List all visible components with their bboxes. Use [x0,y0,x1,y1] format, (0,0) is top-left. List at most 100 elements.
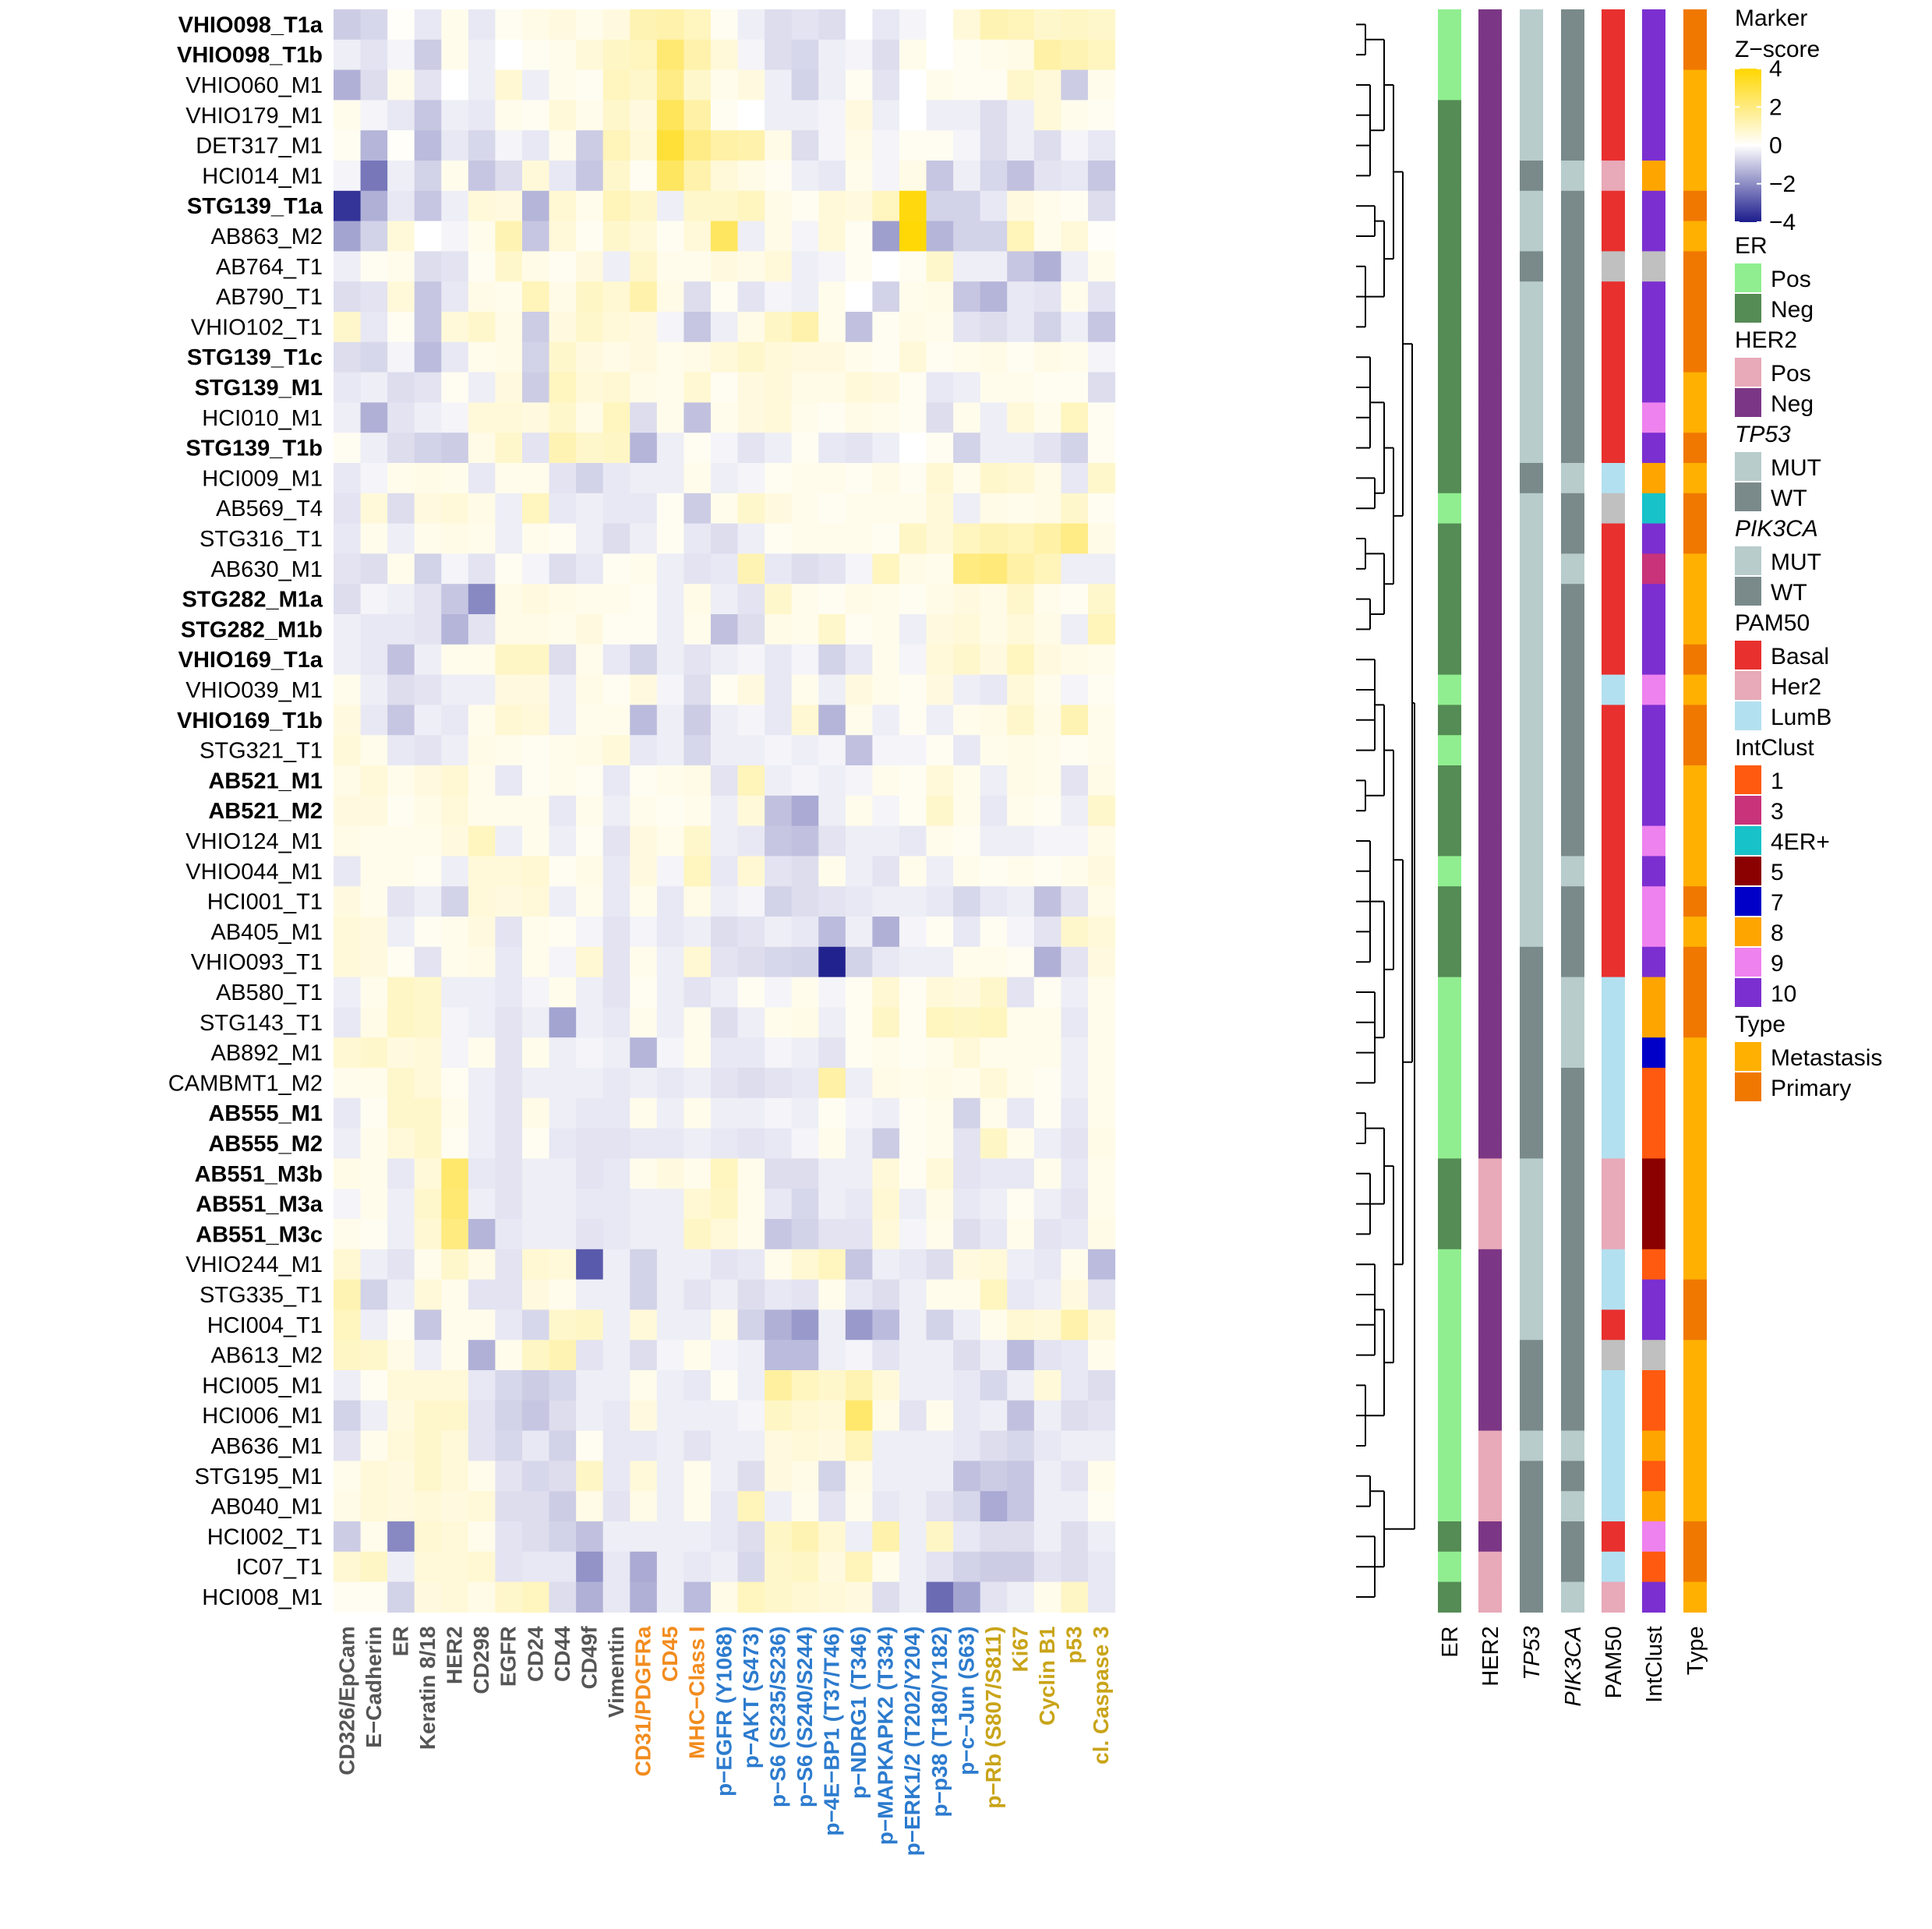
heatmap-cell [845,674,873,705]
colorbar-title: Z−score [1735,37,1820,62]
heatmap-cell [980,1430,1008,1461]
heatmap-cell [549,553,577,585]
annotation-cell-er [1438,614,1461,645]
heatmap-cell [602,644,630,676]
heatmap-cell [899,341,927,373]
annotation-cell-her2 [1478,39,1502,71]
heatmap-cell [1033,69,1061,101]
heatmap-cell [1033,1249,1061,1281]
annotation-cell-pik3ca [1561,1461,1584,1492]
heatmap-cell [602,1491,630,1522]
heatmap-cell [765,1249,793,1281]
heatmap-cell [926,341,954,373]
heatmap-cell [602,69,630,101]
annotation-cell-pam50 [1602,493,1625,525]
heatmap-cell [710,190,739,222]
heatmap-cell [1061,312,1089,343]
legend-swatch [1735,796,1761,825]
heatmap-cell [468,69,496,101]
heatmap-cell [899,735,927,766]
heatmap-cell [926,463,954,494]
heatmap-cell [737,705,765,736]
heatmap-cell [656,1400,685,1432]
annotation-cell-tp53 [1520,69,1543,101]
heatmap-cell [818,977,846,1008]
heatmap-cell [872,795,900,827]
heatmap-cell [576,946,604,978]
annotation-cell-pam50 [1602,917,1625,948]
heatmap-cell [387,946,415,978]
heatmap-cell [926,312,954,343]
heatmap-cell [980,433,1008,464]
row-label: VHIO169_T1a [178,648,323,673]
heatmap-cell [495,39,523,71]
heatmap-cell [576,917,604,948]
heatmap-cell [926,977,954,1008]
heatmap-cells [334,9,1116,1613]
heatmap-cell [360,1158,388,1189]
heatmap-cell [387,1340,415,1371]
heatmap-cell [791,614,819,645]
heatmap-cell [737,1491,765,1522]
heatmap-cell [468,825,496,857]
heatmap-cell [576,977,604,1008]
heatmap-cell [602,705,630,736]
annotation-cell-pam50 [1602,553,1625,585]
heatmap-cell [576,69,604,101]
heatmap-cell [899,825,927,857]
heatmap-cell [1007,433,1035,464]
heatmap-cell [899,1037,927,1069]
annotation-cell-type [1683,493,1707,525]
heatmap-cell [360,251,388,282]
annotation-cell-pik3ca [1561,1309,1584,1341]
annotation-cell-her2 [1478,312,1502,343]
heatmap-cell [791,372,819,403]
heatmap-cell [737,312,765,343]
column-label: p−S6 (S235/S236) [765,1626,789,1807]
annotation-cell-her2 [1478,402,1502,433]
heatmap-cell [1007,1279,1035,1310]
heatmap-cell [387,1461,415,1492]
heatmap-cell [576,1097,604,1129]
heatmap-cell [387,584,415,615]
heatmap-cell [737,1370,765,1401]
heatmap-cell [899,1370,927,1401]
heatmap-cell [576,1249,604,1281]
heatmap-cell [602,1309,630,1341]
heatmap-cell [576,1219,604,1250]
heatmap-cell [953,856,981,887]
heatmap-cell [737,190,765,222]
heatmap-cell [441,1007,469,1038]
heatmap-cell [602,674,630,705]
heatmap-cell [1087,856,1116,887]
heatmap-cell [872,856,900,887]
row-label: HCI009_M1 [202,466,323,491]
heatmap-cell [845,1370,873,1401]
annotation-cell-er [1438,1581,1461,1613]
heatmap-cell [387,1581,415,1613]
heatmap-cell [765,886,793,917]
heatmap-cell [980,190,1008,222]
heatmap-cell [899,1068,927,1099]
heatmap-cell [576,463,604,494]
heatmap-cell [1061,1309,1089,1341]
heatmap-cell [468,221,496,252]
heatmap-cell [1087,674,1116,705]
annotation-cell-pam50 [1602,795,1625,827]
heatmap-cell [360,39,388,71]
heatmap-cell [926,39,954,71]
heatmap-cell [549,463,577,494]
annotation-cell-her2 [1478,1491,1502,1522]
heatmap-cell [980,1551,1008,1583]
heatmap-cell [980,917,1008,948]
annotation-cell-intclust [1642,1128,1665,1159]
heatmap-cell [710,341,739,373]
dendrogram-branch [1384,749,1394,970]
heatmap-cell [1061,281,1089,313]
row-label: STG282_M1a [182,588,323,613]
annotation-cell-type [1683,251,1707,282]
annotation-cell-pam50 [1602,341,1625,373]
heatmap-cell [872,1189,900,1220]
row-dendrogram [1356,23,1415,1598]
heatmap-cell [926,190,954,222]
